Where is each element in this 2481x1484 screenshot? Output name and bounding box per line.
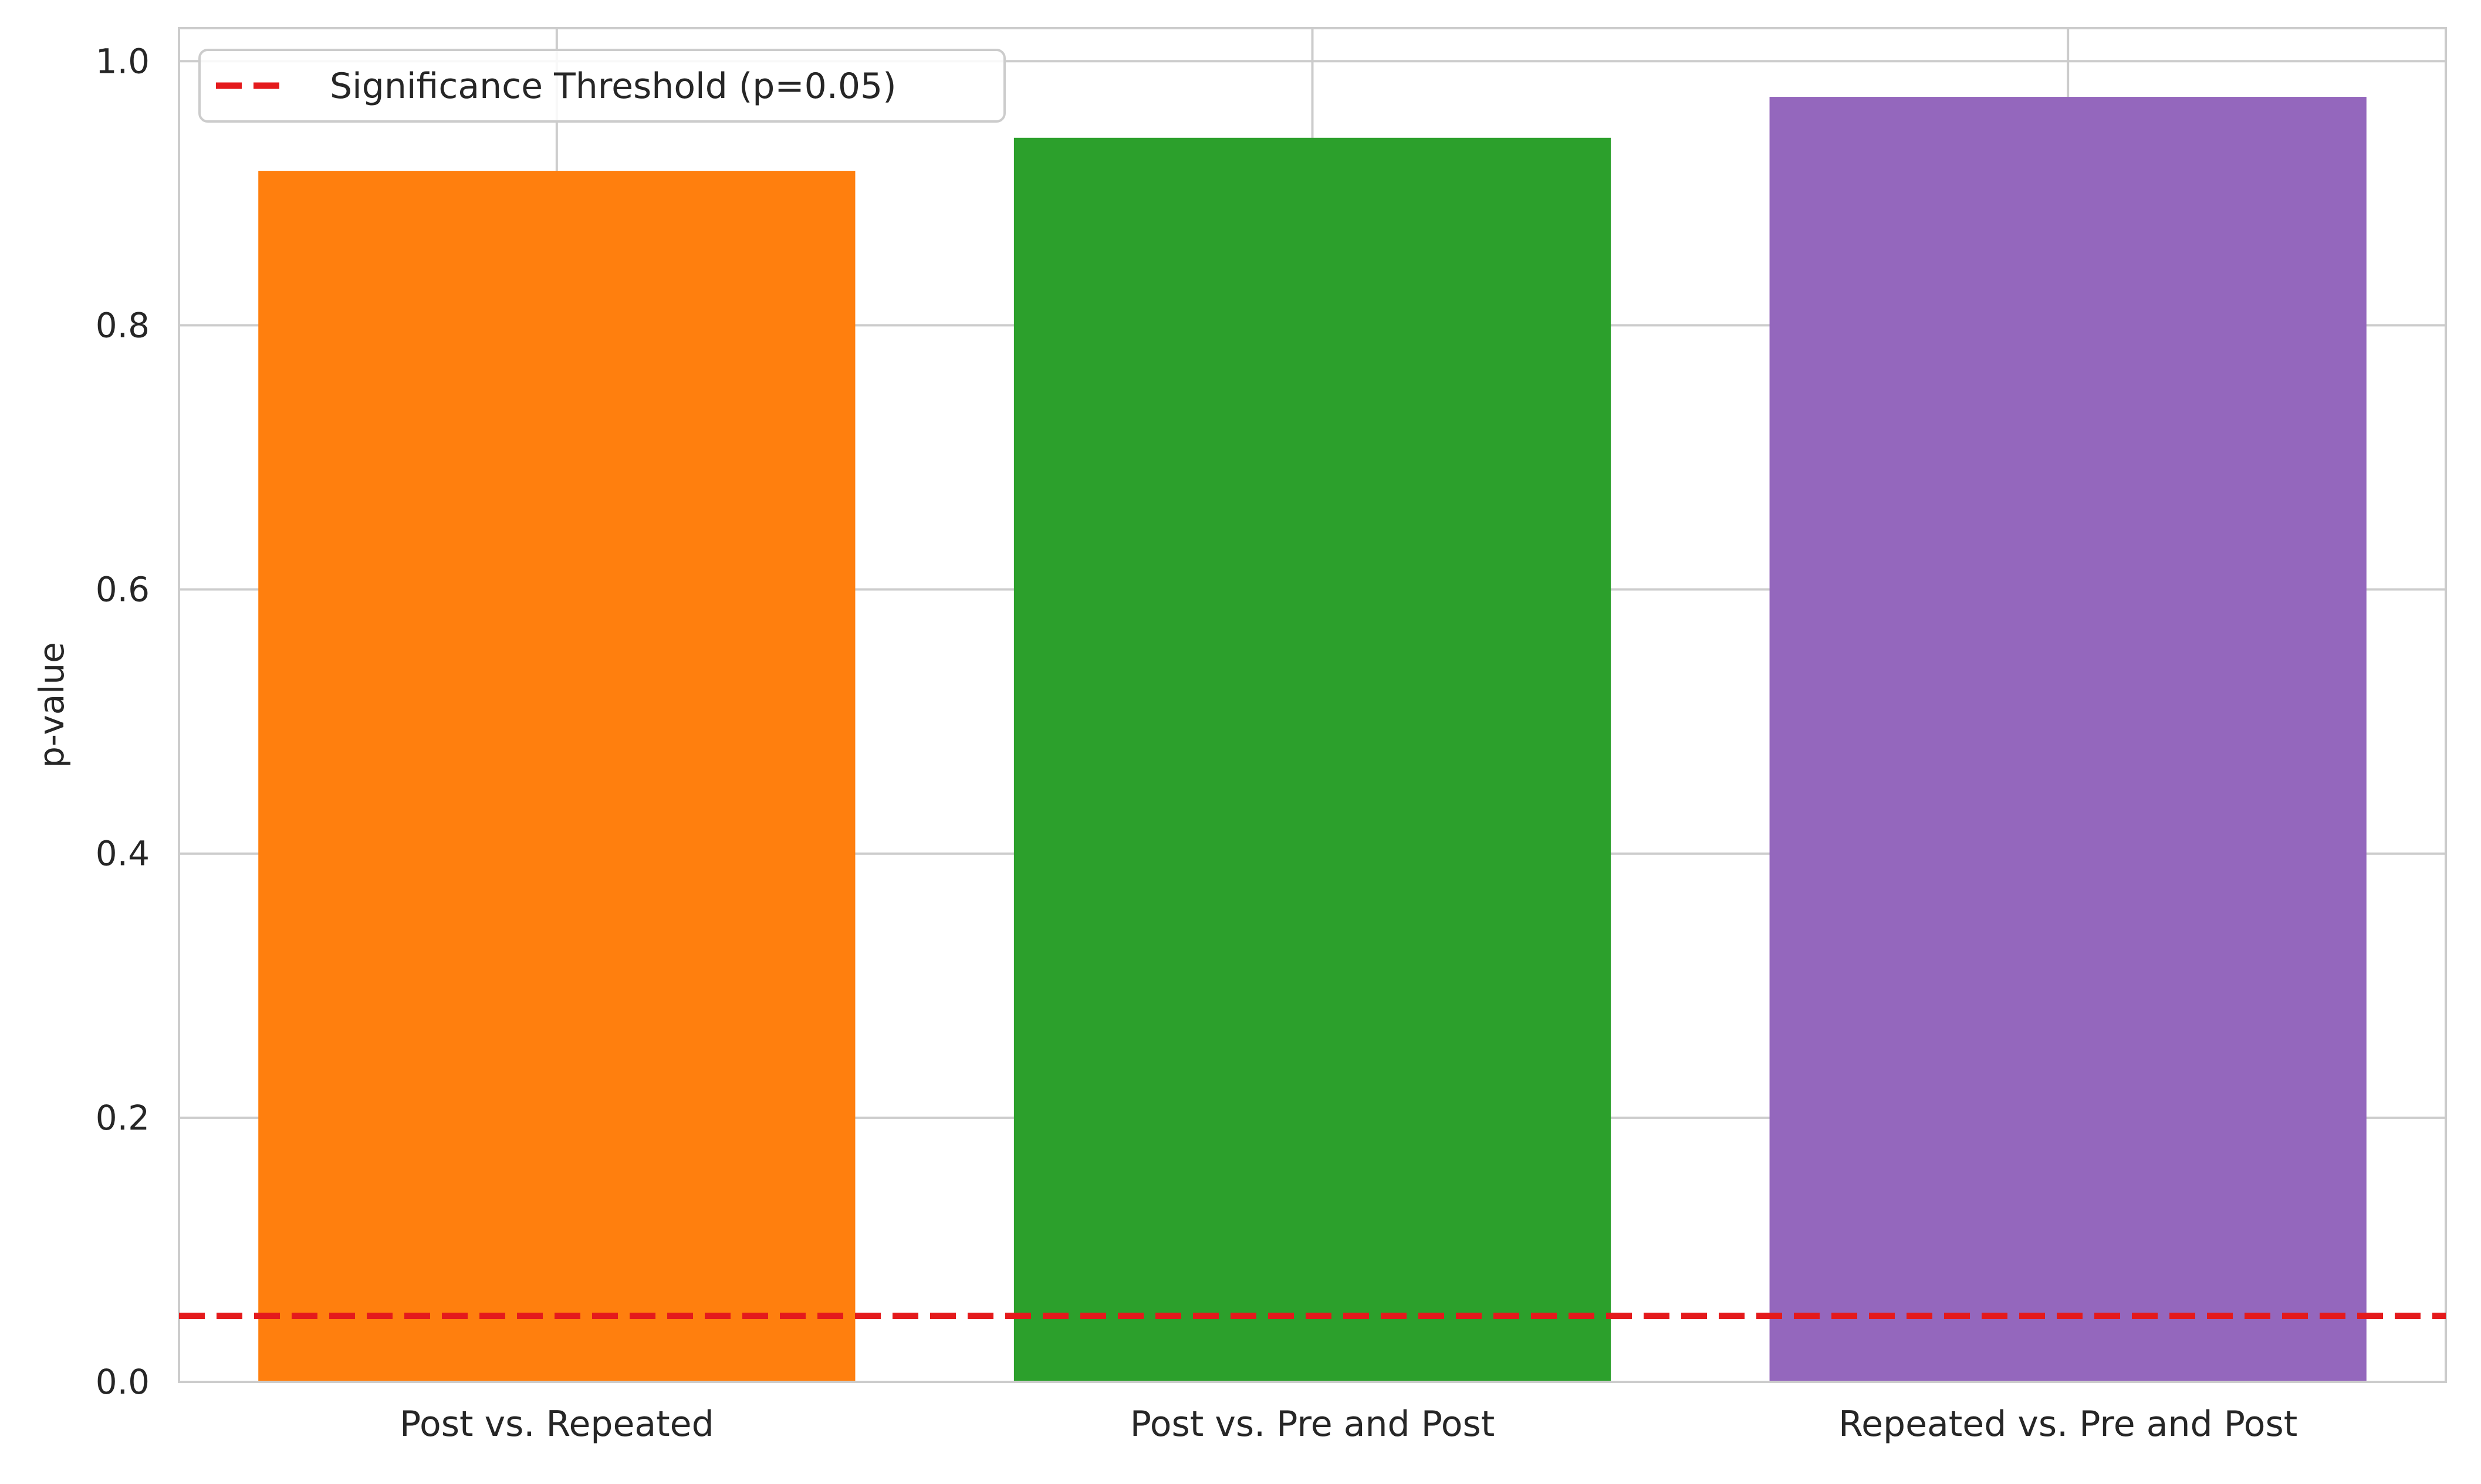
bars-layer: [258, 97, 2367, 1382]
y-tick-label: 0.4: [96, 834, 150, 874]
y-tick-label: 1.0: [96, 41, 150, 81]
legend-box: [198, 49, 1006, 123]
bar: [1013, 137, 1611, 1382]
y-tick-label: 0.6: [96, 570, 150, 610]
x-tick-label: Post vs. Pre and Post: [1130, 1404, 1495, 1445]
x-tick-label: Post vs. Repeated: [400, 1404, 714, 1445]
bar: [258, 171, 856, 1382]
y-tick-label: 0.2: [96, 1098, 150, 1138]
y-tick-label: 0.0: [96, 1362, 150, 1402]
plot-border: [178, 27, 2447, 1383]
bar: [1769, 97, 2367, 1382]
y-axis-label: p-value: [32, 642, 72, 768]
legend-label: Significance Threshold (p=0.05): [330, 66, 897, 107]
legend: Significance Threshold (p=0.05): [198, 49, 1006, 123]
x-tick-label: Repeated vs. Pre and Post: [1838, 1404, 2297, 1445]
y-tick-label: 0.8: [96, 305, 150, 345]
plot-frame: [178, 27, 2447, 1383]
ticks-layer: 0.0 0.2 0.4 0.6 0.8 1.0 Post vs. Repeated Post …: [96, 41, 2297, 1445]
